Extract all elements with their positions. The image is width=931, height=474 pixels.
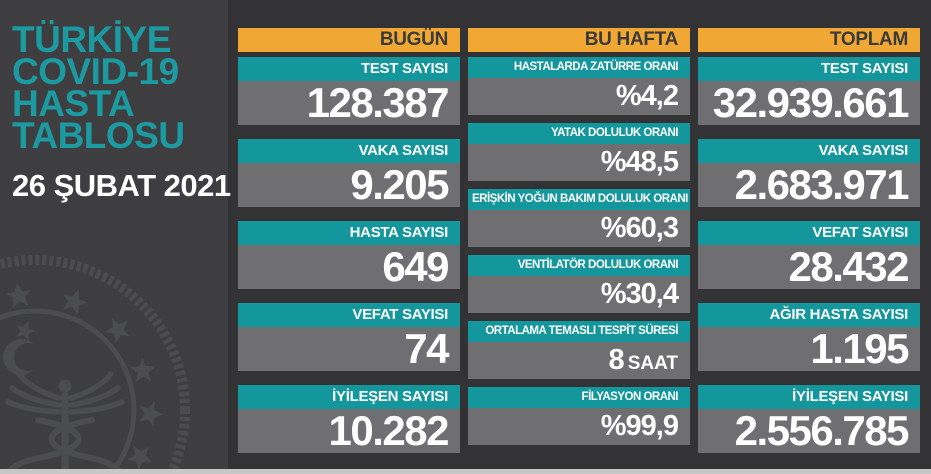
bottom-strip xyxy=(0,469,931,474)
stat-card-vaka-sayisi-bugun: VAKA SAYISI 9.205 xyxy=(238,139,460,207)
stat-label: HASTA SAYISI xyxy=(238,221,460,245)
stat-value: 74 xyxy=(238,327,460,371)
stat-card-hasta-sayisi-bugun: HASTA SAYISI 649 xyxy=(238,221,460,289)
stat-value-number: 8 xyxy=(608,344,625,376)
stat-value: %4,2 xyxy=(468,78,690,115)
stat-value: 32.939.661 xyxy=(698,81,920,125)
stat-label: İYİLEŞEN SAYISI xyxy=(698,385,920,409)
stat-value: %99,9 xyxy=(468,408,690,445)
column-header-bu-hafta: BU HAFTA xyxy=(468,28,690,52)
stat-value: 128.387 xyxy=(238,81,460,125)
stat-label: FİLYASYON ORANI xyxy=(468,387,690,408)
stat-label: ERİŞKİN YOĞUN BAKIM DOLULUK ORANI xyxy=(468,189,690,210)
title-line: TABLOSU xyxy=(12,115,185,156)
stat-value: %48,5 xyxy=(468,144,690,181)
stat-label: TEST SAYISI xyxy=(238,57,460,81)
stat-value: 8 SAAT xyxy=(468,342,690,379)
stat-label: ORTALAMA TEMASLI TESPİT SÜRESİ xyxy=(468,321,690,342)
stats-panel: BUGÜN TEST SAYISI 128.387 VAKA SAYISI 9.… xyxy=(238,28,920,453)
report-date: 26 ŞUBAT 2021 xyxy=(12,168,231,203)
column-bu-hafta: BU HAFTA HASTALARDA ZATÜRRE ORANI %4,2 Y… xyxy=(468,28,690,453)
stat-card-iyilesen-sayisi-bugun: İYİLEŞEN SAYISI 10.282 xyxy=(238,385,460,453)
stat-card-temasli-tespit-suresi: ORTALAMA TEMASLI TESPİT SÜRESİ 8 SAAT xyxy=(468,321,690,379)
column-toplam: TOPLAM TEST SAYISI 32.939.661 VAKA SAYIS… xyxy=(698,28,920,453)
stat-value: 2.556.785 xyxy=(698,409,920,453)
stat-label: VEFAT SAYISI xyxy=(238,303,460,327)
stat-label: VAKA SAYISI xyxy=(238,139,460,163)
stat-card-yogun-bakim-doluluk-orani: ERİŞKİN YOĞUN BAKIM DOLULUK ORANI %60,3 xyxy=(468,189,690,247)
stat-card-test-sayisi-toplam: TEST SAYISI 32.939.661 xyxy=(698,57,920,125)
stat-label: İYİLEŞEN SAYISI xyxy=(238,385,460,409)
stat-card-vefat-sayisi-bugun: VEFAT SAYISI 74 xyxy=(238,303,460,371)
sidebar: TÜRKİYE COVID-19 HASTA TABLOSU 26 ŞUBAT … xyxy=(0,0,231,474)
stat-label: AĞIR HASTA SAYISI xyxy=(698,303,920,327)
stat-value: 9.205 xyxy=(238,163,460,207)
stat-card-yatak-doluluk-orani: YATAK DOLULUK ORANI %48,5 xyxy=(468,123,690,181)
stat-value: 28.432 xyxy=(698,245,920,289)
stat-value: 2.683.971 xyxy=(698,163,920,207)
stat-label: TEST SAYISI xyxy=(698,57,920,81)
stat-card-iyilesen-sayisi-toplam: İYİLEŞEN SAYISI 2.556.785 xyxy=(698,385,920,453)
column-bugun: BUGÜN TEST SAYISI 128.387 VAKA SAYISI 9.… xyxy=(238,28,460,453)
stat-card-agir-hasta-sayisi-toplam: AĞIR HASTA SAYISI 1.195 xyxy=(698,303,920,371)
title-line: COVID-19 xyxy=(12,51,179,92)
stat-label: YATAK DOLULUK ORANI xyxy=(468,123,690,144)
title-line: TÜRKİYE xyxy=(12,19,171,60)
stat-card-ventilator-doluluk-orani: VENTİLATÖR DOLULUK ORANI %30,4 xyxy=(468,255,690,313)
stat-value-unit: SAAT xyxy=(627,353,678,374)
stat-card-vaka-sayisi-toplam: VAKA SAYISI 2.683.971 xyxy=(698,139,920,207)
stat-value: 649 xyxy=(238,245,460,289)
stat-label: VENTİLATÖR DOLULUK ORANI xyxy=(468,255,690,276)
stat-label: VAKA SAYISI xyxy=(698,139,920,163)
column-header-toplam: TOPLAM xyxy=(698,28,920,52)
stat-label: HASTALARDA ZATÜRRE ORANI xyxy=(468,57,690,78)
stat-card-vefat-sayisi-toplam: VEFAT SAYISI 28.432 xyxy=(698,221,920,289)
stat-card-test-sayisi-bugun: TEST SAYISI 128.387 xyxy=(238,57,460,125)
stat-value: %60,3 xyxy=(468,210,690,247)
stat-value: %30,4 xyxy=(468,276,690,313)
stat-card-zaturre-orani: HASTALARDA ZATÜRRE ORANI %4,2 xyxy=(468,57,690,115)
ministry-of-health-emblem-icon xyxy=(0,255,190,474)
stat-value: 10.282 xyxy=(238,409,460,453)
column-header-bugun: BUGÜN xyxy=(238,28,460,52)
title-line: HASTA xyxy=(12,83,135,124)
stat-label: VEFAT SAYISI xyxy=(698,221,920,245)
page-title: TÜRKİYE COVID-19 HASTA TABLOSU xyxy=(12,19,185,156)
stat-value: 1.195 xyxy=(698,327,920,371)
stat-card-filyasyon-orani: FİLYASYON ORANI %99,9 xyxy=(468,387,690,445)
